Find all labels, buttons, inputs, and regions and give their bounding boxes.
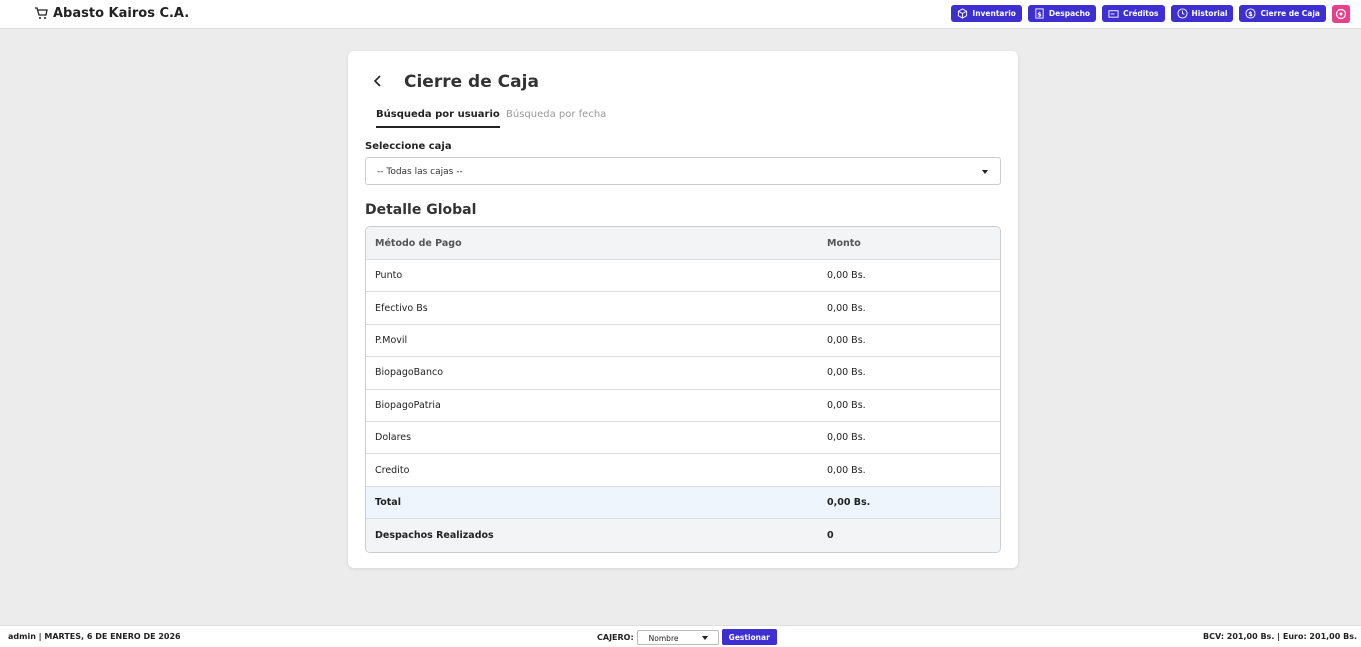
table-row: BiopagoPatria 0,00 Bs. bbox=[366, 390, 1000, 422]
tab-active[interactable]: Búsqueda por usuario bbox=[376, 109, 500, 128]
icon bbox=[1108, 10, 1119, 18]
select-label: Seleccione caja bbox=[365, 141, 452, 152]
tab[interactable]: Búsqueda por fecha bbox=[506, 109, 607, 120]
amount-cell: 0,00 Bs. bbox=[818, 260, 1000, 293]
method-cell: Efectivo Bs bbox=[366, 292, 818, 325]
table-row: Dolares 0,00 Bs. bbox=[366, 422, 1000, 455]
table-row: Punto 0,00 Bs. bbox=[366, 260, 1000, 293]
back-button[interactable] bbox=[372, 75, 384, 87]
icon bbox=[1176, 8, 1188, 19]
method-cell: Credito bbox=[366, 454, 818, 487]
settings-button[interactable] bbox=[1332, 5, 1350, 23]
nav-button[interactable]: Créditos bbox=[1102, 5, 1165, 22]
header-row: Método de Pago Monto bbox=[366, 227, 1000, 260]
cart-icon bbox=[35, 7, 48, 19]
amount-cell: 0,00 Bs. bbox=[818, 486, 1000, 520]
amount-cell: 0,00 Bs. bbox=[818, 454, 1000, 487]
top-bar: Abasto Kairos C.A. Inventario $ Despacho … bbox=[0, 0, 1361, 29]
nav-button[interactable]: $ Despacho bbox=[1027, 5, 1097, 22]
footer: admin | MARTES, 6 DE ENERO DE 2026 CAJER… bbox=[0, 625, 1361, 647]
method-cell: BiopagoPatria bbox=[366, 390, 818, 422]
table-row: Efectivo Bs 0,00 Bs. bbox=[366, 292, 1000, 325]
cashier: CAJERO: Nombre Gestionar bbox=[597, 629, 777, 645]
amount-cell: 0,00 Bs. bbox=[818, 390, 1000, 422]
header-cell: Monto bbox=[818, 227, 1000, 260]
amount-cell: 0 bbox=[818, 519, 1000, 552]
nav-button[interactable]: Historial bbox=[1170, 5, 1234, 22]
amount-cell: 0,00 Bs. bbox=[818, 325, 1000, 358]
cashier-select[interactable]: Nombre bbox=[636, 629, 719, 645]
icon: $ bbox=[1245, 8, 1257, 19]
method-cell: Dolares bbox=[366, 422, 818, 455]
nav-label: Cierre de Caja bbox=[1260, 9, 1320, 18]
svg-text:$: $ bbox=[1037, 10, 1042, 18]
manage-button[interactable]: Gestionar bbox=[721, 629, 777, 645]
brand: Abasto Kairos C.A. bbox=[34, 6, 189, 21]
method-cell: Total bbox=[366, 486, 818, 520]
method-cell: BiopagoBanco bbox=[366, 357, 818, 390]
cashier-label: CAJERO: bbox=[597, 632, 634, 642]
nav-button[interactable]: Inventario bbox=[951, 5, 1022, 22]
amount-cell: 0,00 Bs. bbox=[818, 292, 1000, 325]
amount-cell: 0,00 Bs. bbox=[818, 422, 1000, 455]
table-row: P.Movil 0,00 Bs. bbox=[366, 325, 1000, 358]
table-body: Punto 0,00 Bs. Efectivo Bs 0,00 Bs. P.Movil 0… bbox=[366, 260, 1000, 552]
nav-label: Inventario bbox=[972, 9, 1016, 18]
cashier-value: Nombre bbox=[648, 633, 679, 643]
select[interactable]: -- Todas las cajas -- bbox=[365, 157, 1001, 185]
method-cell: Despachos Realizados bbox=[366, 519, 818, 552]
nav-button[interactable]: $ Cierre de Caja bbox=[1239, 5, 1326, 22]
table-row: Despachos Realizados 0 bbox=[366, 519, 1000, 552]
caret bbox=[982, 170, 988, 174]
card: Cierre de Caja Búsqueda por usuario Búsq… bbox=[348, 51, 1018, 568]
amount-cell: 0,00 Bs. bbox=[818, 357, 1000, 390]
icon bbox=[1335, 8, 1347, 20]
user-date: admin | MARTES, 6 DE ENERO DE 2026 bbox=[8, 632, 181, 641]
nav-label: Historial bbox=[1191, 9, 1228, 18]
icon bbox=[958, 8, 968, 19]
method-cell: P.Movil bbox=[366, 325, 818, 358]
method-cell: Punto bbox=[366, 260, 818, 293]
select-value: -- Todas las cajas -- bbox=[377, 167, 463, 177]
table: Método de Pago Monto Punto 0,00 Bs. Efecti… bbox=[365, 226, 1001, 553]
table-row: Total 0,00 Bs. bbox=[366, 486, 1000, 520]
card-title: Cierre de Caja bbox=[404, 72, 539, 92]
brand-name: Abasto Kairos C.A. bbox=[53, 6, 190, 21]
rates: BCV: 201,00 Bs. | Euro: 201,00 Bs. bbox=[1203, 632, 1357, 641]
table-row: Credito 0,00 Bs. bbox=[366, 454, 1000, 487]
section-title: Detalle Global bbox=[365, 202, 477, 218]
caret bbox=[701, 635, 708, 640]
svg-text:$: $ bbox=[1249, 10, 1254, 18]
header-cell: Método de Pago bbox=[366, 227, 818, 260]
nav-label: Créditos bbox=[1123, 9, 1159, 18]
table-row: BiopagoBanco 0,00 Bs. bbox=[366, 357, 1000, 390]
nav-label: Despacho bbox=[1048, 9, 1091, 18]
nav: Inventario $ Despacho Créditos Historial … bbox=[951, 5, 1350, 23]
icon: $ bbox=[1035, 8, 1044, 19]
